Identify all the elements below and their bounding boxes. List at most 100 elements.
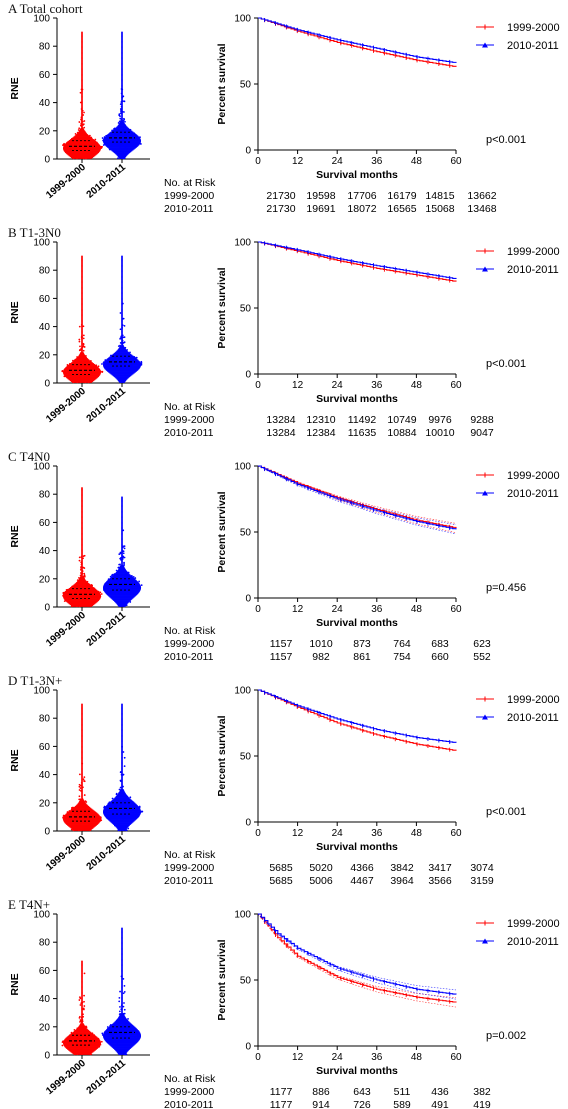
y-tick-label: 80 [39,42,51,53]
category-label: 2010-2011 [85,1058,129,1097]
risk-header: No. at Risk [164,177,216,189]
y-tick-label: 100 [33,462,50,473]
risk-value: 660 [431,651,449,663]
violin-2010-2011 [101,31,142,160]
y-tick-label: 60 [39,742,51,753]
legend-marker [482,42,488,48]
category-label: 1999-2000 [44,386,88,425]
x-tick-label: 36 [371,604,383,615]
x-tick-label: 24 [332,380,344,391]
x-tick-label: 60 [450,156,462,167]
y-tick-label: 0 [245,594,251,605]
risk-value: 3159 [470,875,494,887]
risk-value: 873 [353,638,371,650]
risk-value: 861 [353,651,371,663]
violin-1999-2000 [62,487,103,608]
x-tick-label: 48 [411,380,423,391]
survival-chart: 0 50 100 0 12 24 36 48 60 Survival months Percent … [216,238,560,406]
y-tick-label: 100 [33,686,50,697]
risk-value: 13468 [467,203,496,215]
risk-value: 9288 [470,414,494,426]
x-tick-label: 36 [371,156,383,167]
risk-row-label: 2010-2011 [164,875,214,887]
x-axis-label: Survival months [316,393,398,405]
y-tick-label: 50 [240,80,252,91]
y-axis-label: RNE [9,301,21,323]
risk-value: 914 [312,1099,330,1109]
risk-header: No. at Risk [164,849,216,861]
y-tick-label: 40 [39,98,51,109]
x-tick-label: 0 [255,156,261,167]
risk-value: 623 [473,638,491,650]
risk-value: 21730 [266,190,295,202]
y-tick-label: 0 [44,379,50,390]
risk-value: 3842 [390,862,414,874]
series-line-2010-2011 [258,465,457,530]
x-tick-label: 60 [450,380,462,391]
risk-value: 1177 [270,1099,293,1109]
category-label: 1999-2000 [44,1058,88,1097]
risk-header: No. at Risk [164,401,216,413]
panel-e: E T4N+020406080100RNE1999-20002010-20110… [8,897,560,1109]
y-axis-label: Percent survival [216,43,228,124]
risk-value: 754 [393,651,411,663]
legend-label: 2010-2011 [507,40,559,52]
y-axis-label: Percent survival [216,939,228,1020]
x-tick-label: 12 [292,604,304,615]
survival-chart: 0 50 100 0 12 24 36 48 60 Survival months Percent … [216,14,560,182]
violin-1999-2000 [62,31,103,160]
x-axis-label: Survival months [316,841,398,853]
risk-row-label: 2010-2011 [164,1099,214,1109]
risk-header: No. at Risk [164,1073,216,1085]
y-tick-label: 80 [39,490,51,501]
panel-title: A Total cohort [8,1,83,16]
survival-chart: 0 50 100 0 12 24 36 48 60 Survival months Percent … [216,686,560,854]
x-tick-label: 12 [292,1052,304,1063]
legend-label: 2010-2011 [507,264,559,276]
risk-value: 3566 [428,875,452,887]
risk-value: 16565 [387,203,416,215]
violin-1999-2000 [61,255,104,384]
x-tick-label: 48 [411,828,423,839]
panel-b: B T1-3N0020406080100RNE1999-20002010-201… [8,225,560,439]
ci-band [257,913,457,1000]
y-tick-label: 0 [44,603,50,614]
x-axis-label: Survival months [316,169,398,181]
x-tick-label: 24 [332,604,344,615]
risk-value: 5020 [309,862,333,874]
p-value: p=0.456 [486,582,526,594]
risk-value: 9976 [428,414,452,426]
series-line-1999-2000 [258,17,457,67]
risk-value: 21730 [266,203,295,215]
risk-value: 764 [393,638,411,650]
y-tick-label: 0 [44,155,50,166]
risk-value: 12310 [306,414,335,426]
risk-row-label: 1999-2000 [164,414,214,426]
risk-header: No. at Risk [164,625,216,637]
y-tick-label: 20 [39,126,51,137]
panel-title: E T4N+ [8,897,50,912]
x-tick-label: 60 [450,828,462,839]
risk-value: 3417 [428,862,452,874]
risk-value: 643 [353,1086,371,1098]
risk-value: 1177 [270,1086,293,1098]
risk-value: 9047 [470,427,494,439]
risk-value: 19598 [306,190,335,202]
y-tick-label: 0 [44,1051,50,1062]
panel-c: C T4N0020406080100RNE1999-20002010-20110… [8,449,560,663]
legend-label: 1999-2000 [507,246,560,258]
ci-band [257,465,457,535]
risk-value: 4366 [350,862,374,874]
p-value: p<0.001 [486,806,526,818]
ci-band [257,465,457,524]
risk-value: 11492 [348,414,377,426]
y-axis-label: RNE [9,77,21,99]
x-tick-label: 48 [411,1052,423,1063]
